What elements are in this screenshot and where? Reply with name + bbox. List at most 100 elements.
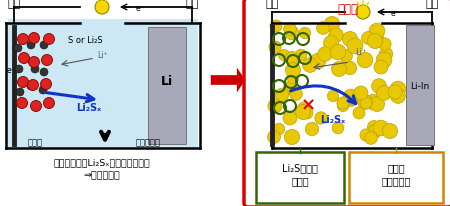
Text: 正極: 正極	[266, 0, 279, 9]
Circle shape	[279, 49, 290, 61]
Circle shape	[374, 60, 388, 74]
Text: Li₂Sベース: Li₂Sベース	[282, 163, 318, 173]
Circle shape	[364, 132, 378, 144]
Circle shape	[285, 62, 301, 77]
Circle shape	[390, 81, 406, 97]
Text: e⁻: e⁻	[136, 4, 144, 13]
Text: 負極: 負極	[185, 0, 198, 9]
Circle shape	[275, 88, 289, 102]
Circle shape	[327, 42, 339, 54]
Bar	[8, 19, 198, 148]
Text: Li₂Sₓ: Li₂Sₓ	[320, 115, 345, 125]
Circle shape	[362, 32, 374, 44]
Circle shape	[31, 101, 41, 111]
Circle shape	[295, 49, 307, 61]
Circle shape	[324, 16, 340, 32]
Text: Li: Li	[161, 75, 173, 88]
Circle shape	[18, 76, 28, 88]
Circle shape	[373, 120, 389, 136]
FancyBboxPatch shape	[256, 152, 344, 203]
FancyBboxPatch shape	[244, 0, 450, 206]
FancyBboxPatch shape	[349, 152, 443, 203]
Circle shape	[354, 86, 368, 100]
Circle shape	[268, 131, 280, 143]
Circle shape	[287, 72, 299, 84]
Circle shape	[343, 61, 357, 75]
Circle shape	[310, 53, 326, 69]
Circle shape	[298, 102, 310, 114]
Circle shape	[358, 95, 372, 109]
Circle shape	[368, 32, 384, 48]
Circle shape	[317, 22, 329, 34]
Circle shape	[40, 41, 48, 49]
Text: e⁻: e⁻	[7, 66, 16, 75]
Bar	[148, 27, 186, 144]
Text: 硫化物: 硫化物	[387, 163, 405, 173]
Circle shape	[15, 65, 23, 73]
Text: e⁻: e⁻	[391, 9, 400, 18]
Bar	[406, 25, 434, 145]
Circle shape	[347, 38, 363, 54]
Circle shape	[337, 97, 349, 109]
Circle shape	[315, 112, 327, 124]
Circle shape	[273, 123, 285, 135]
Text: 導電劑: 導電劑	[27, 138, 42, 147]
Text: ×: ×	[301, 96, 315, 114]
Circle shape	[31, 65, 39, 73]
Circle shape	[95, 0, 109, 14]
Circle shape	[27, 82, 35, 90]
Circle shape	[330, 44, 346, 60]
Circle shape	[368, 33, 382, 49]
Circle shape	[371, 34, 383, 46]
Circle shape	[40, 68, 48, 76]
Circle shape	[332, 62, 346, 76]
Text: Li⁺: Li⁺	[97, 50, 108, 60]
Text: Li-In: Li-In	[410, 82, 430, 90]
Circle shape	[16, 88, 24, 96]
Circle shape	[360, 129, 372, 141]
Circle shape	[14, 44, 22, 52]
Circle shape	[357, 52, 373, 68]
Circle shape	[340, 50, 352, 62]
Circle shape	[301, 107, 313, 119]
Circle shape	[284, 82, 297, 95]
Circle shape	[18, 34, 28, 44]
Circle shape	[28, 56, 40, 68]
Circle shape	[338, 100, 349, 112]
Circle shape	[365, 94, 381, 110]
Circle shape	[296, 104, 310, 119]
Circle shape	[356, 5, 370, 19]
Text: 正極: 正極	[7, 0, 21, 9]
Circle shape	[269, 41, 281, 53]
Circle shape	[369, 23, 385, 39]
Circle shape	[376, 52, 392, 68]
Circle shape	[41, 55, 53, 66]
Circle shape	[18, 53, 30, 63]
Circle shape	[17, 97, 27, 109]
Circle shape	[343, 89, 359, 105]
Circle shape	[329, 28, 343, 42]
Text: 本研究: 本研究	[338, 2, 359, 15]
Circle shape	[368, 121, 381, 133]
Circle shape	[372, 79, 387, 93]
Circle shape	[270, 20, 282, 32]
Circle shape	[391, 89, 405, 103]
Circle shape	[285, 26, 299, 40]
Circle shape	[388, 85, 402, 99]
Circle shape	[290, 88, 302, 100]
Text: 有機電解液: 有機電解液	[135, 138, 161, 147]
Circle shape	[327, 90, 339, 102]
Circle shape	[28, 33, 40, 43]
Circle shape	[39, 86, 47, 94]
Circle shape	[382, 123, 397, 138]
Circle shape	[27, 41, 35, 49]
Circle shape	[44, 97, 54, 109]
Text: ⇒劣化の原因: ⇒劣化の原因	[84, 171, 121, 180]
Text: S or Li₂S: S or Li₂S	[68, 35, 103, 44]
Circle shape	[268, 99, 282, 113]
Circle shape	[379, 38, 391, 50]
Circle shape	[367, 125, 381, 139]
Circle shape	[303, 58, 317, 72]
Circle shape	[44, 34, 54, 44]
Text: Li⁺: Li⁺	[355, 48, 366, 56]
